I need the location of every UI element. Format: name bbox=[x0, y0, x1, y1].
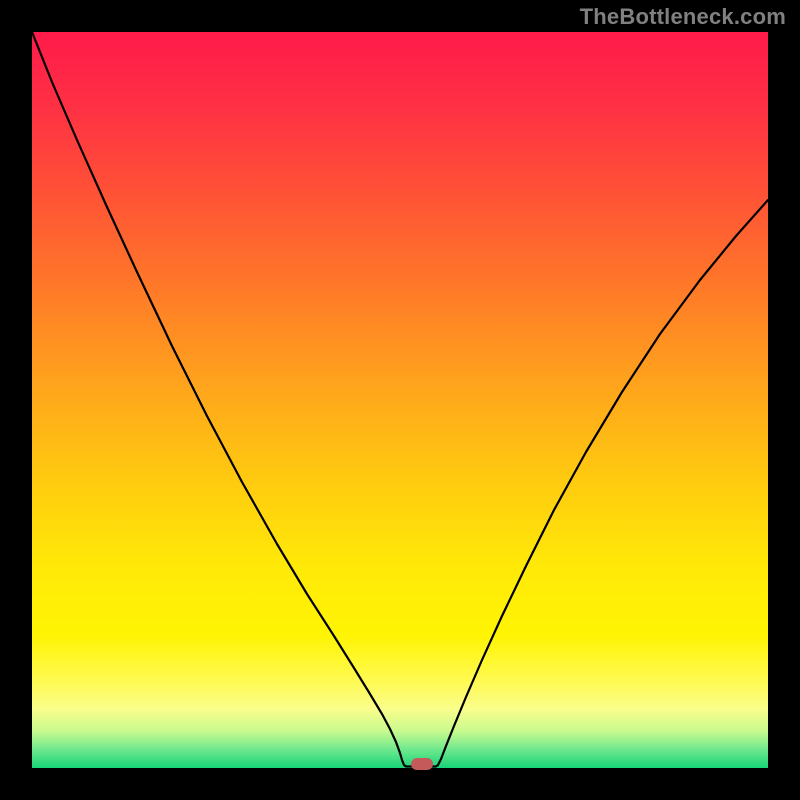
optimal-point-marker bbox=[411, 758, 433, 770]
frame-left bbox=[0, 0, 33, 800]
chart-container: TheBottleneck.com bbox=[0, 0, 800, 800]
bottleneck-curve bbox=[32, 32, 768, 768]
watermark-text: TheBottleneck.com bbox=[580, 4, 786, 30]
frame-right bbox=[767, 0, 800, 800]
frame-bottom bbox=[0, 767, 800, 800]
plot-area bbox=[32, 32, 768, 768]
curve-path bbox=[32, 32, 768, 767]
